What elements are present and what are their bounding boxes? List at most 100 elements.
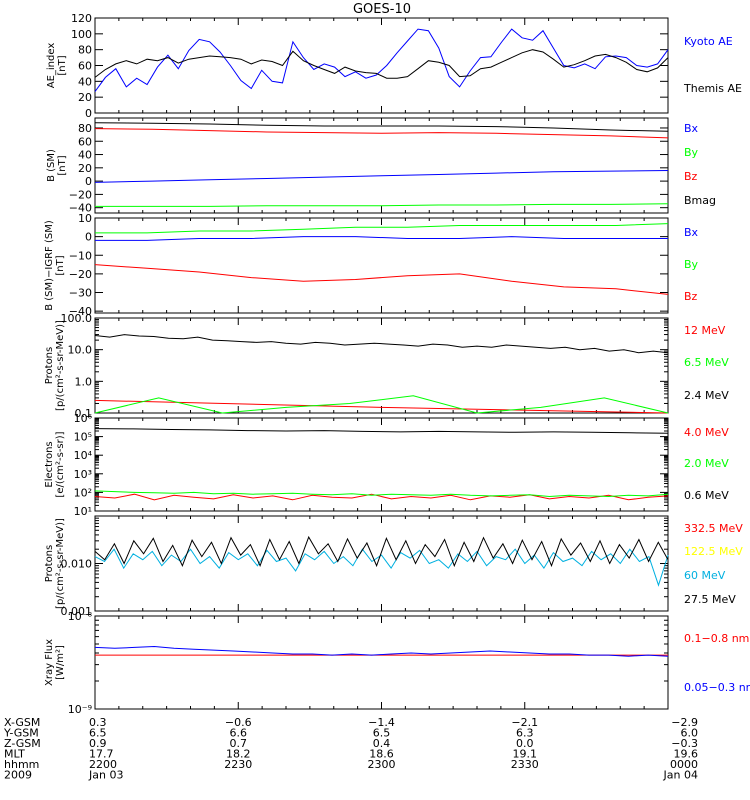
y-axis-label-line: [nT] — [57, 55, 68, 75]
legend-entry: 332.5 MeV — [684, 522, 743, 535]
footer-value: −2.1 — [511, 716, 538, 729]
legend-entry: Bz — [684, 290, 698, 303]
y-tick-label: 10⁻⁸ — [68, 610, 93, 623]
y-axis-label-line: [W/m²] — [55, 645, 66, 680]
y-axis-label-line: Protons — [44, 347, 55, 384]
legend-entry: Themis AE — [683, 82, 742, 95]
legend-entry: Kyoto AE — [684, 35, 733, 48]
series-line-6-4 — [94, 535, 669, 568]
y-tick-label: 10⁻⁹ — [68, 703, 92, 716]
y-tick-label: 120 — [71, 12, 92, 25]
footer-value: 6.3 — [516, 727, 534, 740]
legend-entry: Bz — [684, 170, 698, 183]
legend-entry: 2.0 MeV — [684, 457, 729, 470]
y-tick-label: 80 — [78, 122, 92, 135]
series-line-2-3 — [94, 128, 669, 139]
y-tick-label: 60 — [78, 135, 92, 148]
legend-entry: 0.1−0.8 nm — [684, 632, 749, 645]
y-tick-label: −30 — [69, 287, 92, 300]
series-line-2-2 — [95, 203, 669, 207]
legend-entry: 2.4 MeV — [684, 389, 729, 402]
panel-3: −40 −30 −20 −10 0 10 B (SM)−IGRF (SM)[nT] Bx By B… — [44, 212, 699, 318]
panel-7: 10⁻⁹ 10⁻⁸ Xray Flux[W/m²] 0.1−0.8 nm 0.05−0.… — [44, 610, 750, 716]
y-tick-label: 0.010 — [61, 558, 93, 571]
y-axis-label-line: [e/(cm²-s-sr)] — [55, 431, 66, 497]
series-line-3-3 — [94, 264, 669, 295]
series-line-4-2 — [94, 395, 669, 414]
series-line-2-1 — [94, 170, 669, 183]
y-axis-label-line: B (SM)−IGRF (SM) — [44, 220, 55, 311]
footer-value: −2.9 — [671, 716, 698, 729]
y-tick-label: 0 — [85, 175, 92, 188]
footer-value: 2300 — [368, 758, 396, 771]
legend-entry: 27.5 MeV — [684, 593, 736, 606]
series-line-1-1 — [94, 28, 669, 92]
y-tick-label: 10⁵ — [74, 431, 92, 444]
y-tick-label: 80 — [78, 44, 92, 57]
y-tick-label: 40 — [78, 75, 92, 88]
series-line-1-2 — [94, 49, 669, 79]
footer-row-label: hhmm — [4, 758, 39, 771]
legend-entry: By — [684, 258, 699, 271]
chart-title: GOES-10 — [353, 2, 411, 17]
y-tick-label: 0.001 — [61, 605, 93, 618]
legend-entry: 122.5 MeV — [684, 545, 743, 558]
y-tick-label: 10³ — [74, 468, 92, 481]
y-axis-label-line: [p/(cm²-s-sr-MeV)] — [55, 518, 66, 609]
footer-value: 6.5 — [373, 727, 391, 740]
legend-entry: 0.6 MeV — [684, 489, 729, 502]
y-axis-label: B (SM)−IGRF (SM)[nT] — [44, 220, 66, 311]
footer-value: 0.9 — [89, 737, 107, 750]
panel-1: 0 20 40 60 80 100 120 AE_index[nT] Kyoto AE Themi… — [46, 12, 742, 120]
y-axis-label-line: [nT] — [55, 255, 66, 275]
panel-5: 10¹ 10² 10³ 10⁴ 10⁵ 10⁶ Electrons[e/(cm²-s-sr)… — [44, 412, 729, 518]
y-tick-label: 10⁴ — [74, 449, 93, 462]
y-tick-label: −20 — [69, 268, 92, 281]
y-axis-label-line: AE_index — [46, 43, 57, 89]
series-line-4-1 — [94, 399, 669, 414]
legend-entry: By — [684, 146, 699, 159]
footer-row-label: 2009 — [4, 769, 32, 782]
y-axis-label: Protons[p/(cm²-s-sr-MeV)] — [44, 518, 66, 609]
y-tick-label: 0 — [85, 231, 92, 244]
y-tick-label: −10 — [69, 249, 92, 262]
footer-value: 0.4 — [373, 737, 391, 750]
footer-value: 19.1 — [513, 748, 538, 761]
series-line-5-2 — [94, 490, 669, 498]
panel-4: 0.11.010.0100.0Protons[p/(cm²-s-sr-MeV)]… — [44, 312, 729, 420]
footer-value: Jan 04 — [663, 769, 698, 782]
y-tick-label: 0.1 — [75, 407, 93, 420]
footer-value: 0.7 — [230, 737, 248, 750]
y-tick-label: 60 — [78, 60, 92, 73]
y-tick-label: 20 — [78, 162, 92, 175]
footer-row-label: Z-GSM — [4, 737, 41, 750]
y-axis-label: AE_index[nT] — [46, 43, 68, 89]
y-tick-label: 20 — [78, 91, 92, 104]
series-line-2-4 — [94, 122, 669, 132]
y-tick-label: −20 — [69, 188, 92, 201]
y-axis-label-line: Electrons — [44, 441, 55, 487]
footer-value: 18.2 — [226, 748, 251, 761]
y-axis-label-line: Xray Flux — [44, 639, 55, 686]
y-tick-label: 100 — [71, 28, 92, 41]
panel-frame — [94, 17, 669, 114]
series-line-3-1 — [95, 236, 668, 241]
y-axis-label: Protons[p/(cm²-s-sr-MeV)] — [44, 320, 66, 411]
panel-frame — [94, 615, 669, 710]
legend-entry: 6.5 MeV — [684, 356, 729, 369]
y-tick-label: −40 — [69, 202, 92, 215]
y-tick-label: 100.0 — [61, 312, 93, 325]
y-axis-label: Electrons[e/(cm²-s-sr)] — [44, 431, 66, 497]
footer-value: −1.4 — [368, 716, 395, 729]
panel-frame — [94, 217, 669, 314]
series-line-5-1 — [94, 493, 669, 501]
footer-value: 18.6 — [369, 748, 394, 761]
footer-value: 0.0 — [516, 737, 534, 750]
footer-row-label: Y-GSM — [3, 727, 39, 740]
legend-entry: Bmag — [684, 194, 716, 207]
footer-value: 2200 — [89, 758, 117, 771]
legend-entry: 0.05−0.3 nm — [684, 681, 750, 694]
y-tick-label: 0 — [85, 107, 92, 120]
footer-value: 6.6 — [230, 727, 248, 740]
